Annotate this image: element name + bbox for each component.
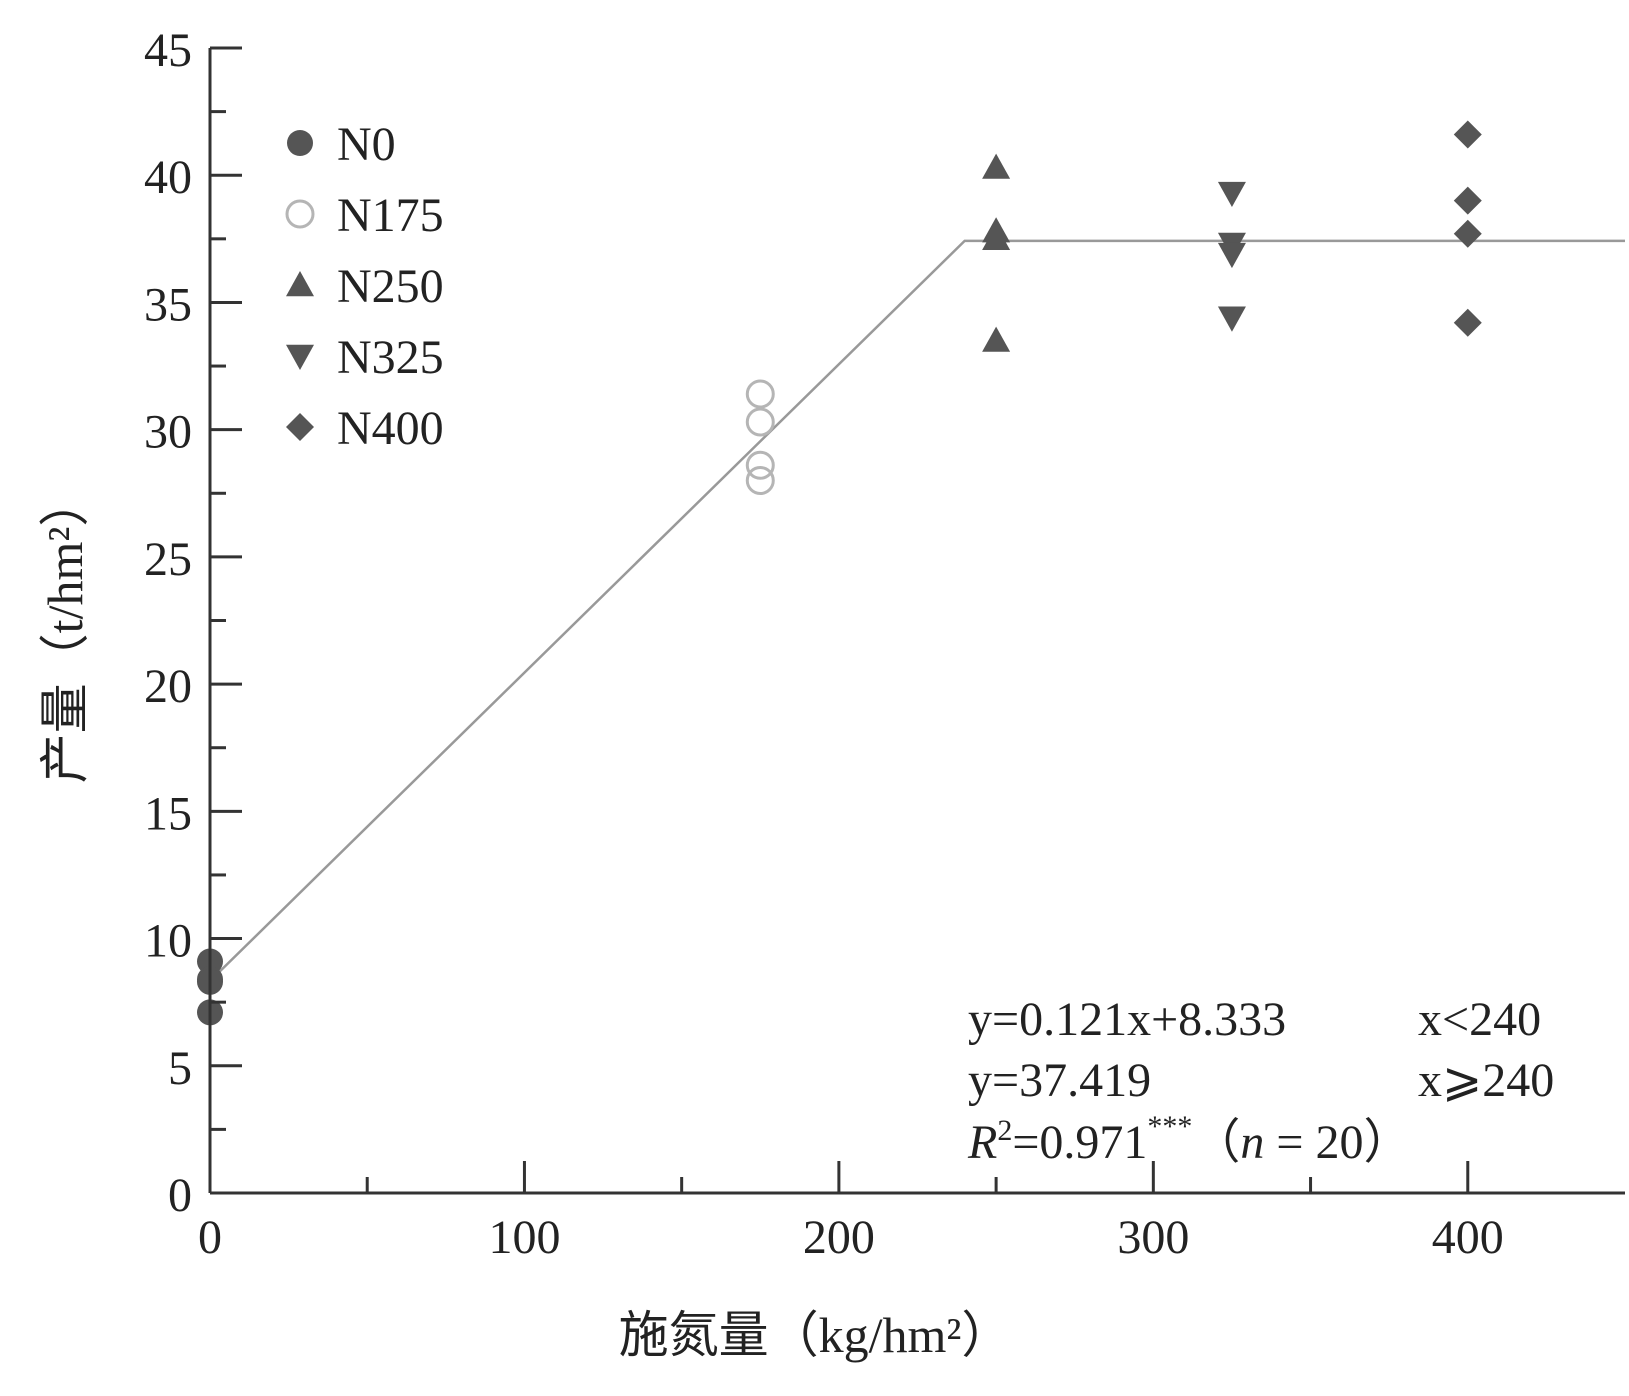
condition-2: x⩾240 [1418,1054,1554,1107]
data-point-n175 [745,407,775,437]
data-point-n250 [982,326,1011,352]
r-label: R [967,1116,997,1169]
legend: N0 N175 N250 N325 N400 [285,118,444,455]
series-n400 [1453,120,1482,337]
series-n325 [1217,181,1246,332]
n-label: n [1240,1116,1264,1169]
data-point-n250 [982,224,1011,251]
piecewise-fit-line [209,239,1625,982]
fit-line-layer [209,239,1625,982]
x-axis-title: 施氮量（kg/hm²） [619,1307,1012,1363]
condition-1: x<240 [1418,993,1541,1046]
r-superscript: 2 [997,1114,1012,1147]
legend-label: N0 [337,118,396,171]
legend-marker [286,413,314,441]
legend-marker [286,344,314,370]
markers-layer [197,120,1482,1026]
series-n250 [982,153,1011,352]
x-tick-label: 400 [1432,1211,1504,1264]
data-point-n250 [982,153,1011,179]
n-open-paren: （ [1192,1116,1240,1169]
significance-stars: *** [1147,1110,1192,1143]
x-tick-label: 0 [198,1211,222,1264]
data-point-n325 [1217,242,1246,269]
data-point-n175 [745,450,775,480]
y-tick-label: 20 [144,660,192,713]
x-tick-label: 300 [1117,1211,1189,1264]
data-point-n325 [1217,306,1246,332]
series-n175 [745,379,775,496]
legend-item-n250: N250 [286,260,444,313]
data-point-n175 [745,466,775,496]
legend-label: N325 [337,331,444,384]
n-close-paren: ） [1364,1116,1412,1169]
equation-1: y=0.121x+8.333 [968,993,1286,1046]
y-tick-label: 45 [144,24,192,77]
y-tick-label: 35 [144,278,192,331]
y-tick-label: 5 [168,1042,192,1095]
regression-annotation: y=0.121x+8.333 x<240 y=37.419 x⩾240 R2=0… [967,993,1554,1169]
legend-marker [287,130,313,156]
legend-item-n400: N400 [286,402,444,455]
y-tick-label: 0 [168,1169,192,1222]
legend-item-n325: N325 [286,331,444,384]
r-squared-line: R2=0.971***（n = 20） [967,1110,1412,1169]
r-value: =0.971 [1012,1116,1147,1169]
legend-marker [285,199,315,229]
axes-layer: 0 5 10 15 20 25 30 35 40 45 0 100 200 300 400 [144,24,1625,1264]
y-tick-label: 15 [144,787,192,840]
data-point-n400 [1453,219,1482,248]
y-tick-label: 10 [144,915,192,968]
legend-label: N250 [337,260,444,313]
legend-label: N175 [337,189,444,242]
data-point-n400 [1453,120,1482,149]
x-tick-label: 100 [488,1211,560,1264]
legend-label: N400 [337,402,444,455]
equation-2: y=37.419 [968,1054,1151,1107]
data-point-n400 [1453,308,1482,337]
y-tick-label: 40 [144,151,192,204]
y-tick-label: 25 [144,533,192,586]
y-axis-title: 产量（t/hm²） [37,477,93,784]
data-point-n400 [1453,186,1482,215]
legend-marker [286,271,314,297]
legend-item-n175: N175 [285,189,444,242]
data-point-n175 [745,379,775,409]
n-value: = 20 [1264,1116,1363,1169]
x-tick-label: 200 [803,1211,875,1264]
legend-item-n0: N0 [287,118,396,171]
data-point-n325 [1217,181,1246,208]
y-tick-label: 30 [144,406,192,459]
